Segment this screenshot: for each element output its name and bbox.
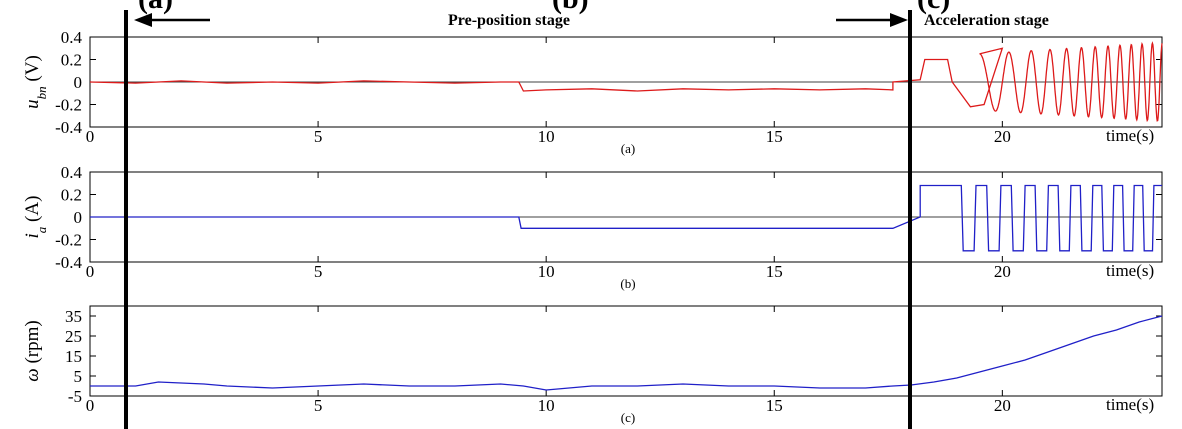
left-arrow-icon [134, 13, 210, 27]
clipped-title-c: (c) [917, 0, 950, 15]
y-axis-label: ω (rpm) [22, 320, 43, 381]
y-tick-label: -0.4 [55, 118, 82, 137]
x-axis-label: time(s) [1106, 261, 1154, 280]
panel-label: (c) [621, 410, 635, 425]
pre-position-stage-label: Pre-position stage [448, 12, 570, 29]
x-tick-label: 20 [994, 127, 1011, 146]
clipped-title-b: (b) [552, 0, 589, 15]
x-tick-label: 20 [994, 262, 1011, 281]
x-tick-label: 0 [86, 396, 95, 415]
x-tick-label: 15 [766, 396, 783, 415]
y-tick-label: -0.2 [55, 96, 82, 115]
x-tick-label: 0 [86, 127, 95, 146]
y-tick-label: 0.4 [61, 163, 83, 182]
y-tick-label: 5 [74, 367, 83, 386]
x-tick-label: 10 [538, 396, 555, 415]
y-axis-label: ubn (V) [22, 55, 49, 109]
panel-label: (a) [621, 141, 635, 156]
x-tick-label: 10 [538, 262, 555, 281]
y-tick-label: 0.2 [61, 186, 82, 205]
y-tick-label: 0.4 [61, 28, 83, 47]
y-axis-label: ia (A) [22, 196, 49, 239]
acceleration-stage-label: Acceleration stage [924, 12, 1049, 29]
y-tick-label: -5 [68, 387, 82, 406]
x-tick-label: 15 [766, 262, 783, 281]
x-tick-label: 15 [766, 127, 783, 146]
x-axis-label: time(s) [1106, 126, 1154, 145]
y-tick-label: 15 [65, 347, 82, 366]
clipped-title-a: (a) [138, 0, 173, 15]
x-tick-label: 20 [994, 396, 1011, 415]
chart-panel-1: 0.40.20-0.2-0.4 0 5 10 15 20 time(s)(b)ia (A) [22, 163, 1163, 291]
series-line [90, 315, 1163, 391]
panel-label: (b) [620, 276, 635, 291]
series-line [89, 41, 1163, 123]
y-tick-label: 0 [74, 73, 83, 92]
x-tick-label: 5 [314, 127, 323, 146]
y-tick-label: 35 [65, 307, 82, 326]
y-tick-label: 0 [74, 208, 83, 227]
chart-panel-0: 0.40.20-0.2-0.4 0 5 10 15 20 time(s)(a)ubn (V) [22, 28, 1163, 156]
y-tick-label: 0.2 [61, 51, 82, 70]
series-line [90, 184, 1162, 252]
x-tick-label: 5 [314, 262, 323, 281]
x-tick-label: 5 [314, 396, 323, 415]
right-arrow-icon [836, 13, 908, 27]
x-tick-label: 10 [538, 127, 555, 146]
x-tick-label: 0 [86, 262, 95, 281]
y-tick-label: -0.4 [55, 253, 82, 272]
plot-frame [89, 305, 1163, 397]
x-axis-label: time(s) [1106, 395, 1154, 414]
y-tick-label: -0.2 [55, 231, 82, 250]
y-tick-label: 25 [65, 327, 82, 346]
